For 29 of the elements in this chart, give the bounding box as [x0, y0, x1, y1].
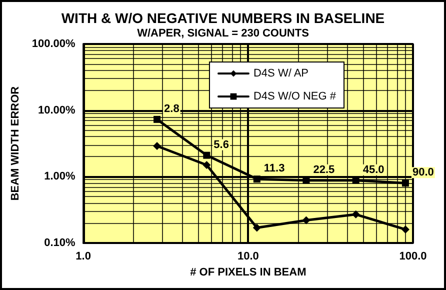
annotation: 22.5 — [313, 164, 335, 176]
chart-title: WITH & W/O NEGATIVE NUMBERS IN BASELINE — [61, 10, 385, 26]
chart-subtitle: W/APER, SIGNAL = 230 COUNTS — [137, 28, 309, 40]
point — [401, 225, 410, 234]
x-tick-label: 1.0 — [76, 250, 91, 262]
x-axis-title: # OF PIXELS IN BEAM — [190, 266, 306, 278]
x-tick-label: 10.0 — [237, 250, 259, 262]
legend-label: D4S W/O NEG # — [253, 90, 337, 102]
point — [153, 142, 162, 150]
point — [154, 116, 161, 123]
point — [202, 160, 211, 169]
y-tick-label: 0.10% — [44, 237, 76, 249]
point — [253, 176, 260, 183]
annotation: 45.0 — [362, 164, 384, 176]
y-axis-title: BEAM WIDTH ERROR — [10, 86, 22, 201]
y-tick-label: 100.00% — [32, 38, 76, 50]
point — [302, 216, 310, 224]
annotation: 90.0 — [412, 166, 434, 179]
annotation: 5.6 — [214, 138, 229, 151]
x-tick-label: 100.0 — [399, 250, 427, 262]
y-tick-label: 1.00% — [44, 170, 76, 183]
annotation: 11.3 — [264, 162, 285, 175]
point — [252, 224, 261, 232]
y-tick-label: 10.00% — [38, 104, 76, 116]
point — [352, 210, 360, 218]
annotation: 2.8 — [164, 102, 180, 115]
legend-label: D4S W/ AP — [253, 68, 309, 80]
point — [203, 152, 210, 159]
point — [402, 180, 409, 187]
